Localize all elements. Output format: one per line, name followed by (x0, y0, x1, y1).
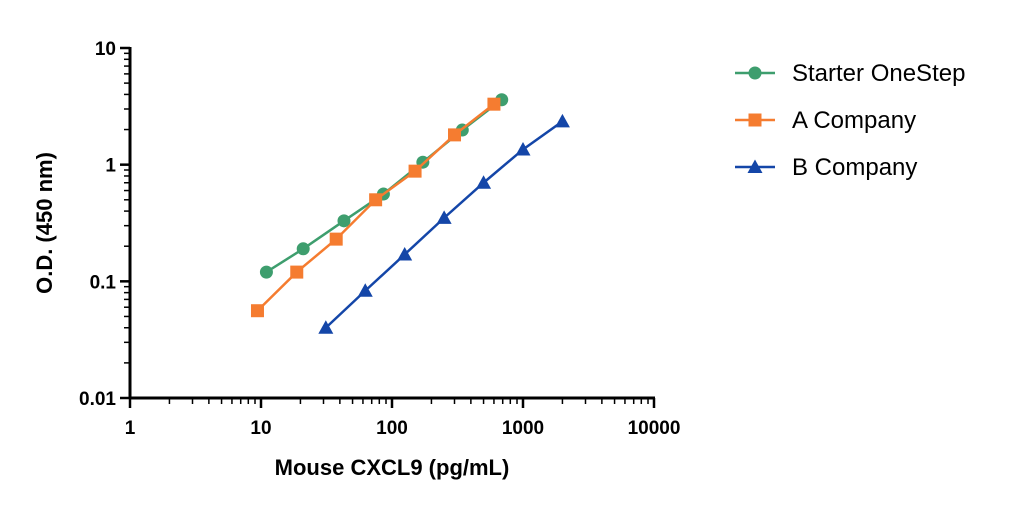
series-a-company (250, 97, 501, 318)
y-axis-title: O.D. (450 nm) (32, 152, 57, 294)
data-point (369, 193, 383, 207)
y-tick-label: 10 (95, 39, 116, 60)
x-tick-label: 1 (125, 418, 136, 439)
legend-label: Starter OneStep (792, 60, 965, 87)
legend-marker (748, 113, 762, 127)
data-point (296, 242, 310, 256)
x-tick-label: 10 (250, 418, 271, 439)
axes: 1 10 100 1000 10000 0.01 0.1 1 10 (79, 39, 680, 439)
y-tick-label: 0.01 (79, 389, 116, 410)
legend-item: Starter OneStep (735, 60, 965, 87)
data-point (487, 97, 501, 111)
data-point (397, 246, 413, 261)
legend-item: B Company (735, 154, 917, 181)
legend-label: A Company (792, 107, 916, 134)
y-tick-label: 0.1 (90, 272, 117, 293)
data-point (357, 283, 373, 297)
y-tick-label: 1 (105, 156, 116, 177)
series-layer (250, 93, 570, 334)
x-tick-label: 1000 (502, 418, 544, 439)
legend-marker (748, 66, 762, 80)
data-point (337, 214, 351, 228)
data-point (318, 320, 334, 334)
x-tick-label: 10000 (628, 418, 681, 439)
data-point (436, 210, 452, 224)
data-point (290, 265, 304, 279)
data-point (448, 128, 462, 142)
legend-label: B Company (792, 154, 917, 181)
data-point (554, 113, 570, 128)
data-point (250, 304, 264, 318)
x-axis-title: Mouse CXCL9 (pg/mL) (275, 455, 510, 480)
legend-marker (747, 159, 763, 173)
legend: Starter OneStep A Company B Company (735, 60, 965, 181)
data-point (408, 164, 422, 178)
x-tick-label: 100 (376, 418, 408, 439)
data-point (476, 175, 492, 189)
series-b-company (318, 113, 570, 334)
data-point (259, 265, 273, 279)
data-point (515, 141, 531, 156)
data-point (329, 232, 343, 246)
legend-item: A Company (735, 107, 916, 134)
